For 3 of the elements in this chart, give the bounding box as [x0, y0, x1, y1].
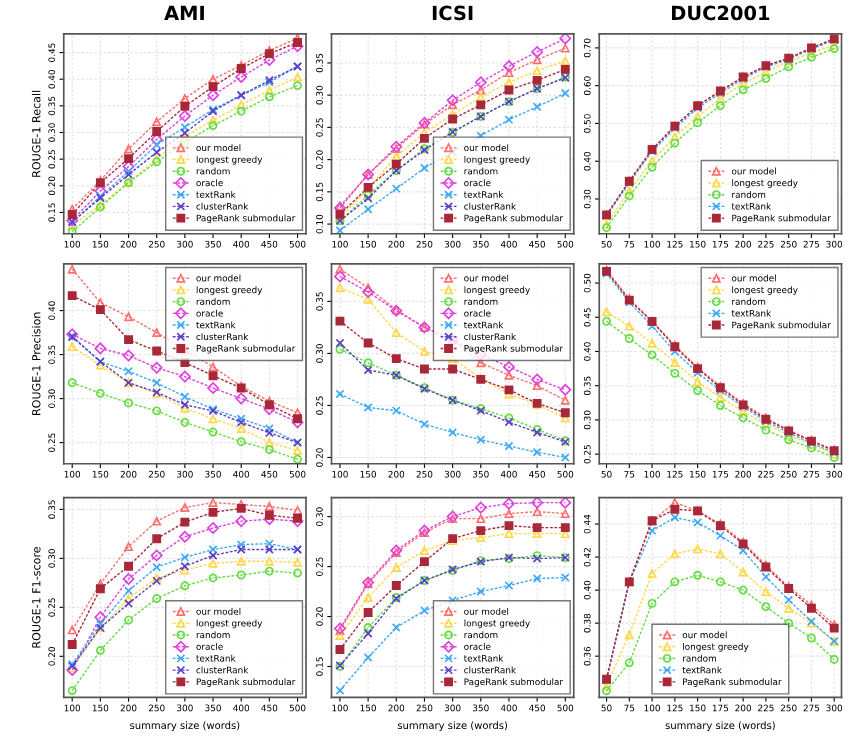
chart-title: AMI [164, 5, 204, 21]
chart-title: DUC2001 [672, 5, 770, 21]
chart-title: ICSI [432, 5, 473, 21]
